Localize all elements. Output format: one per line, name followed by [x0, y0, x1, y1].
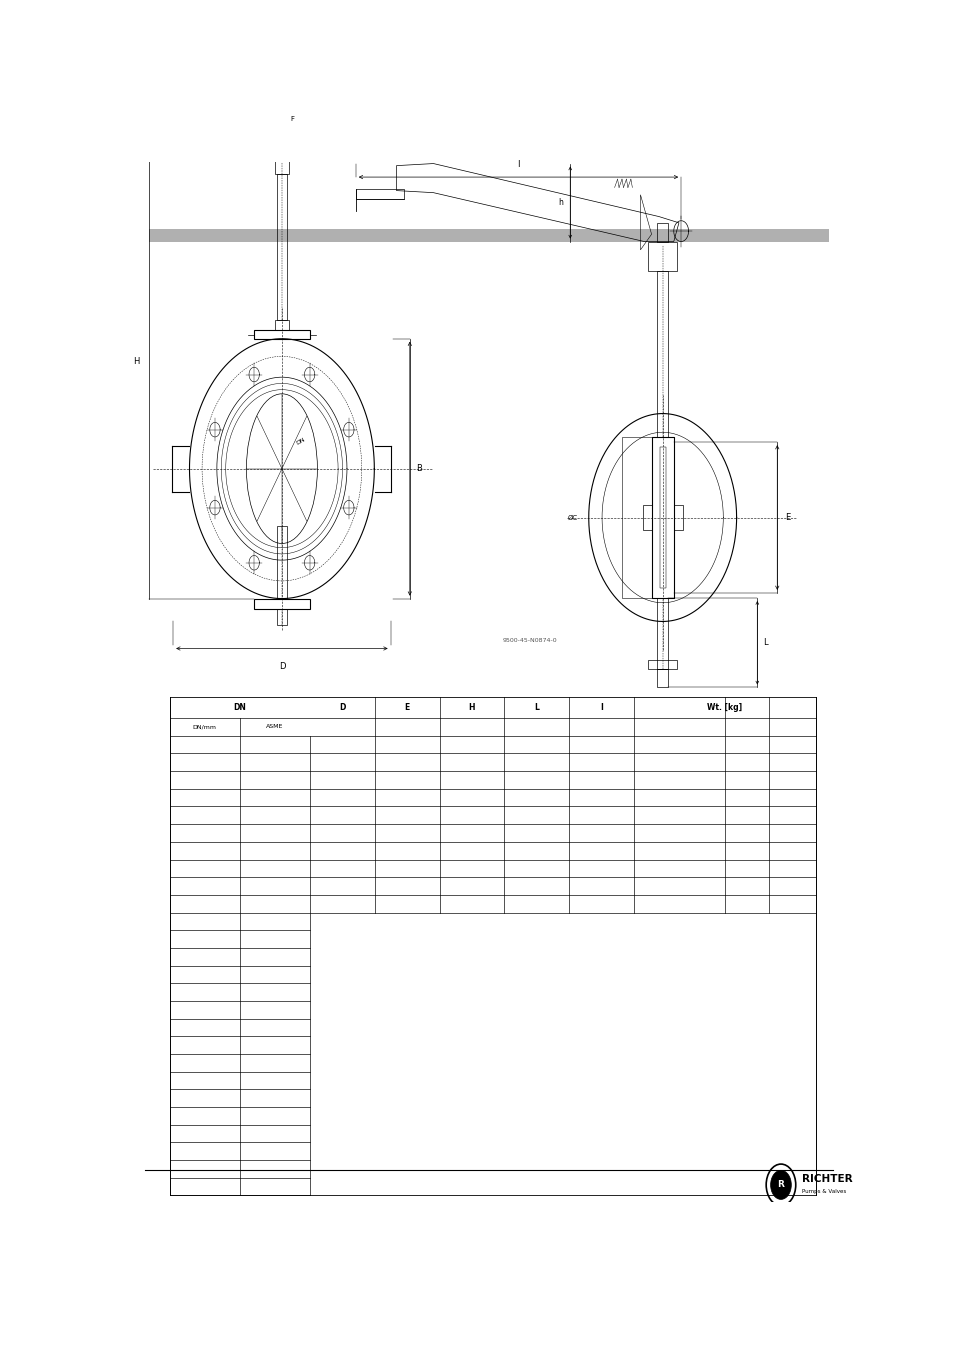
- Bar: [276, 526, 287, 598]
- Text: ASME: ASME: [266, 725, 283, 729]
- Text: L: L: [762, 639, 767, 647]
- Text: H: H: [133, 358, 140, 366]
- Text: DN: DN: [233, 703, 246, 713]
- Bar: [149, 228, 828, 242]
- Bar: [642, 505, 651, 531]
- Text: ØC: ØC: [567, 514, 577, 521]
- Bar: [673, 505, 682, 531]
- Bar: [647, 660, 677, 668]
- Text: h: h: [558, 198, 562, 207]
- Bar: [253, 331, 310, 339]
- Bar: [253, 598, 310, 609]
- Text: D: D: [278, 662, 285, 671]
- Text: Wt. [kg]: Wt. [kg]: [707, 703, 741, 713]
- Text: DN: DN: [294, 436, 306, 446]
- Bar: [277, 130, 286, 148]
- Text: L: L: [534, 703, 538, 713]
- Text: Pumps & Valves: Pumps & Valves: [801, 1188, 845, 1193]
- Bar: [647, 242, 677, 270]
- Bar: [657, 223, 667, 242]
- Text: H: H: [468, 703, 475, 713]
- Bar: [657, 598, 667, 668]
- Text: DN/mm: DN/mm: [193, 725, 216, 729]
- Text: R: R: [777, 1180, 783, 1189]
- Text: I: I: [599, 703, 602, 713]
- Text: B: B: [416, 464, 421, 472]
- Bar: [274, 148, 289, 174]
- Bar: [276, 174, 287, 320]
- Circle shape: [770, 1170, 790, 1199]
- Text: 9500-45-N0874-0: 9500-45-N0874-0: [501, 637, 557, 643]
- Text: D: D: [339, 703, 345, 713]
- Text: I: I: [517, 159, 519, 169]
- Text: RICHTER: RICHTER: [801, 1173, 851, 1184]
- Text: E: E: [404, 703, 410, 713]
- Bar: [657, 270, 667, 437]
- Bar: [274, 320, 289, 331]
- Text: E: E: [783, 513, 789, 522]
- Text: F: F: [291, 116, 294, 123]
- Bar: [657, 668, 667, 687]
- Bar: [659, 447, 665, 587]
- Bar: [276, 609, 287, 625]
- Bar: [651, 437, 673, 598]
- Bar: [621, 437, 673, 598]
